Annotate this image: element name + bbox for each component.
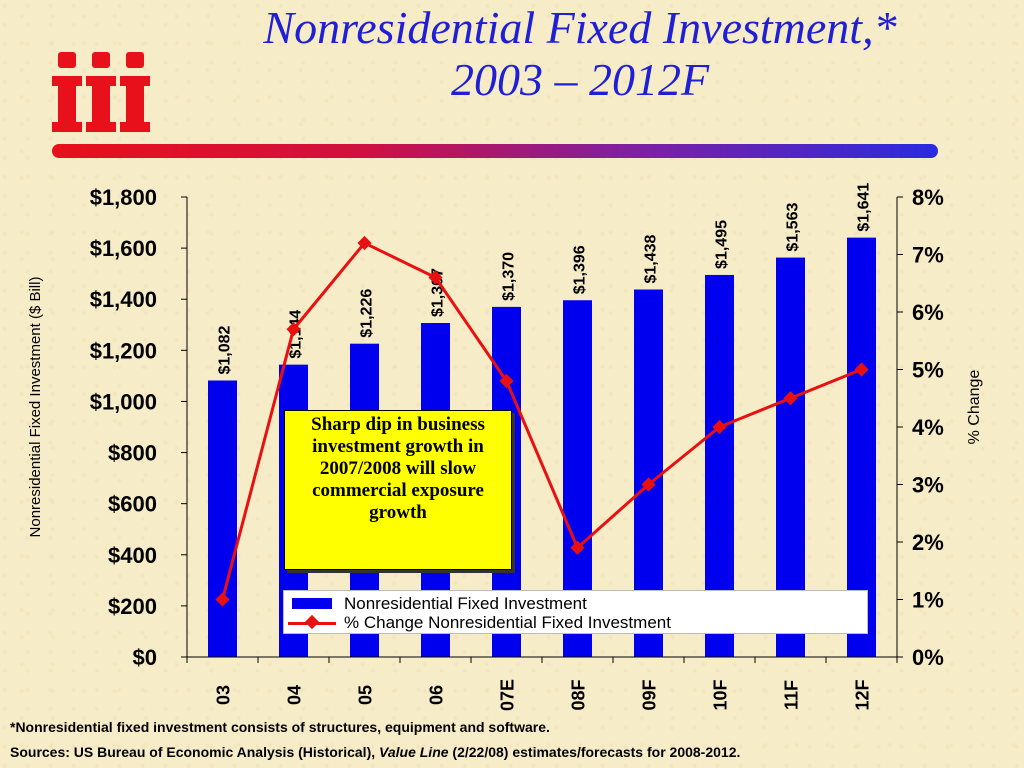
x-tick-label: 09F xyxy=(640,679,660,710)
bar-value-label: $1,226 xyxy=(359,289,376,338)
y2-tick-label: 0% xyxy=(912,645,944,670)
legend-item-bars: Nonresidential Fixed Investment xyxy=(292,594,587,614)
y-tick-label: $1,000 xyxy=(90,389,157,414)
line-point xyxy=(428,270,443,285)
chart-title: Nonresidential Fixed Investment,* 2003 –… xyxy=(150,2,1010,106)
y2-axis-title: % Change xyxy=(966,370,983,445)
y-tick-label: $1,400 xyxy=(90,287,157,312)
bar xyxy=(208,380,237,657)
line-point xyxy=(357,235,372,251)
y-tick-label: $1,200 xyxy=(90,338,157,363)
legend-marker-swatch xyxy=(304,614,320,630)
line-point xyxy=(570,540,585,555)
y-tick-label: $1,600 xyxy=(90,236,157,261)
line-point xyxy=(783,391,798,406)
legend-item-line: % Change Nonresidential Fixed Investment xyxy=(288,613,671,633)
legend-label-bars: Nonresidential Fixed Investment xyxy=(344,594,587,613)
sources-prefix: Sources: US Bureau of Economic Analysis … xyxy=(10,744,380,760)
x-tick-label: 05 xyxy=(356,685,376,705)
y-tick-label: $1,800 xyxy=(90,185,157,210)
y2-tick-label: 3% xyxy=(912,473,944,498)
line-point xyxy=(712,419,727,435)
bar-value-label: $1,370 xyxy=(501,252,518,301)
y2-tick-label: 2% xyxy=(912,530,944,555)
y2-tick-label: 1% xyxy=(912,588,944,613)
y2-tick-label: 7% xyxy=(912,243,944,268)
x-tick-label: 08F xyxy=(569,679,589,710)
x-tick-label: 07E xyxy=(498,679,518,711)
title-rule xyxy=(52,144,938,158)
title-line-2: 2003 – 2012F xyxy=(450,54,710,105)
line-point xyxy=(499,373,514,389)
y2-tick-label: 5% xyxy=(912,358,944,383)
y-tick-label: $0 xyxy=(133,645,157,670)
sources-italic: Value Line xyxy=(379,744,449,760)
bar-value-label: $1,396 xyxy=(572,245,589,294)
y-tick-label: $600 xyxy=(108,492,157,517)
y2-tick-label: 6% xyxy=(912,300,944,325)
bar-value-label: $1,082 xyxy=(217,325,234,374)
legend-label-line: % Change Nonresidential Fixed Investment xyxy=(344,613,671,632)
legend-bar-swatch xyxy=(292,598,332,609)
x-tick-label: 12F xyxy=(853,679,873,710)
y-tick-label: $800 xyxy=(108,441,157,466)
callout-box: Sharp dip in business investment growth … xyxy=(284,410,512,570)
x-tick-label: 10F xyxy=(711,679,731,710)
y2-tick-label: 4% xyxy=(912,415,944,440)
y-tick-label: $400 xyxy=(108,543,157,568)
bar-value-label: $1,641 xyxy=(856,183,873,232)
bar xyxy=(847,237,876,657)
title-line-1: Nonresidential Fixed Investment,* xyxy=(263,2,897,53)
x-tick-label: 03 xyxy=(214,685,234,705)
line-point xyxy=(286,322,301,337)
iii-logo xyxy=(52,52,150,132)
line-point xyxy=(215,592,230,607)
percent-change-line xyxy=(221,241,863,600)
footnote: *Nonresidential fixed investment consist… xyxy=(10,719,550,735)
x-tick-label: 06 xyxy=(427,685,447,705)
sources-note: Sources: US Bureau of Economic Analysis … xyxy=(10,744,740,760)
x-tick-label: 11F xyxy=(782,680,802,710)
y2-tick-label: 8% xyxy=(912,185,944,210)
bar-value-label: $1,438 xyxy=(643,234,660,283)
bar-value-label: $1,495 xyxy=(714,220,731,269)
bar-value-label: $1,563 xyxy=(785,203,802,252)
chart-legend: Nonresidential Fixed Investment % Change… xyxy=(283,590,868,634)
y-axis-title: Nonresidential Fixed Investment ($ Bill) xyxy=(27,277,44,538)
x-tick-label: 04 xyxy=(285,685,305,705)
line-point xyxy=(641,477,656,492)
line-point xyxy=(854,362,869,377)
sources-suffix: (2/22/08) estimates/forecasts for 2008-2… xyxy=(448,744,741,760)
y-tick-label: $200 xyxy=(108,594,157,619)
